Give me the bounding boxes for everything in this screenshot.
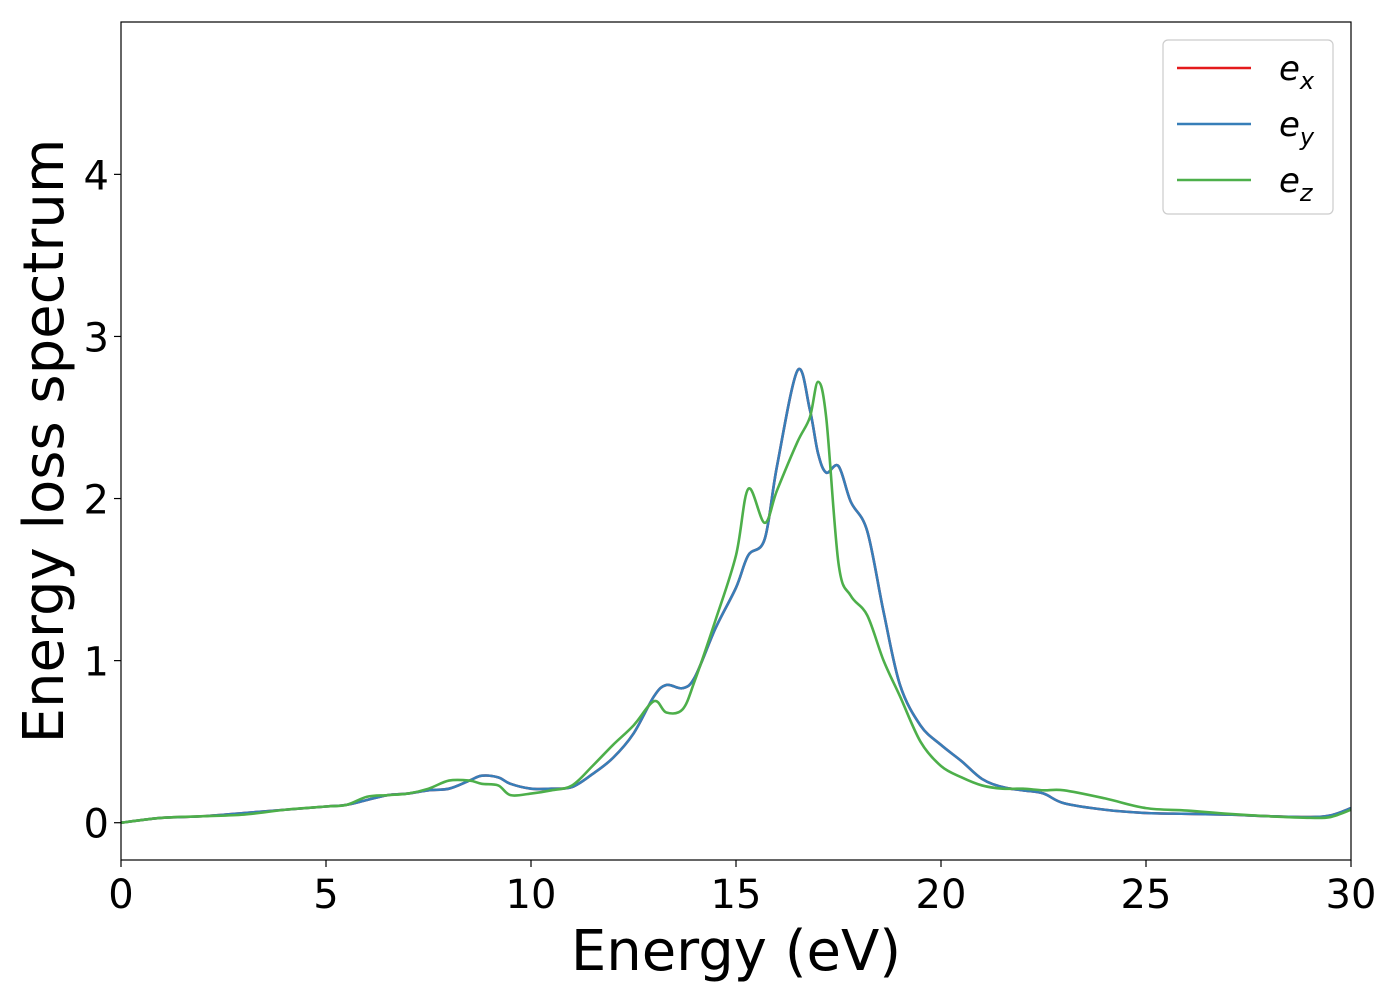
x-axis-label: Energy (eV)	[571, 919, 901, 984]
legend-label: ex	[1279, 49, 1315, 95]
y-axis-label: Energy loss spectrum	[12, 139, 77, 744]
x-tick-label: 15	[711, 872, 762, 918]
x-tick-label: 5	[313, 872, 338, 918]
legend-box	[1162, 39, 1334, 215]
legend-label: ey	[1279, 105, 1315, 151]
y-tick-label: 1	[84, 640, 109, 686]
line	[121, 367, 1351, 825]
plot-frame	[120, 21, 1352, 861]
y-tick-label: 3	[84, 315, 109, 361]
legend-label: ez	[1279, 161, 1314, 207]
y-tick-label: 4	[84, 153, 109, 199]
x-tick-label: 10	[506, 872, 557, 918]
line	[121, 380, 1351, 825]
x-tick-label: 20	[916, 872, 967, 918]
y-tick-label: 0	[84, 802, 109, 848]
line	[121, 367, 1351, 825]
x-tick-label: 30	[1326, 872, 1377, 918]
y-tick-label: 2	[84, 478, 109, 524]
x-tick-label: 25	[1121, 872, 1172, 918]
x-tick-label: 0	[108, 872, 133, 918]
